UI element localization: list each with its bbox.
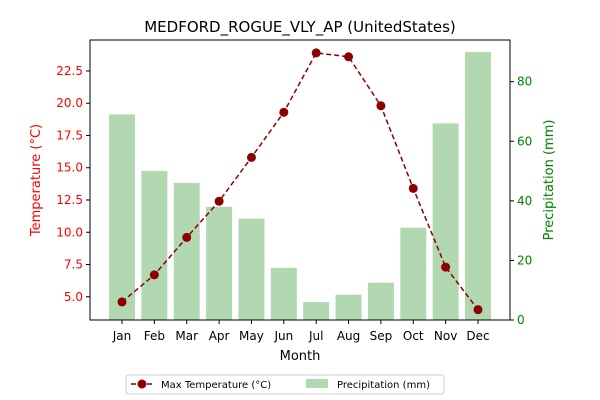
precipitation-bar [303,302,330,320]
precipitation-bar [141,171,168,320]
x-axis: Jan Feb Mar Apr May Jun Jul Aug Sep Oct Nov Dec [112,320,490,343]
x-axis-tick-label: Apr [209,329,230,343]
right-axis-tick-label: 40 [517,194,532,208]
temperature-line-path [121,52,479,311]
temperature-point [117,297,127,307]
temperature-point [279,107,289,117]
precipitation-bar [173,182,200,320]
x-axis-tick-label: May [239,329,264,343]
temperature-point [311,48,321,58]
x-axis-label: Month [280,349,321,364]
temperature-point [246,152,256,162]
temperature-line [117,48,483,315]
x-axis-tick-label: Jul [308,329,323,343]
plot-frame [89,39,511,321]
legend-line-marker [137,379,147,389]
left-axis-tick-label: 10.0 [56,225,83,239]
precipitation-bar [400,227,427,320]
x-axis-tick-label: Mar [175,329,198,343]
precipitation-bar [270,267,297,320]
right-axis-tick-label: 0 [517,313,525,327]
x-axis-tick-label: Feb [144,329,165,343]
precipitation-bars [109,51,491,321]
temperature-point [376,101,386,111]
temperature-point [182,232,192,242]
precipitation-bar [335,294,362,320]
precipitation-bar [206,206,233,320]
legend-bar-swatch [306,379,328,388]
temperature-point [214,196,224,206]
x-axis-tick-label: Jun [273,329,293,343]
left-axis-tick-label: 5.0 [64,290,83,304]
x-axis-tick-label: Aug [337,329,360,343]
x-axis-tick-label: Dec [466,329,489,343]
legend: Max Temperature (°C) Precipitation (mm) [125,374,445,395]
temperature-point [344,52,354,62]
temperature-point [408,183,418,193]
x-axis-tick-label: Nov [434,329,457,343]
legend-frame [125,374,445,395]
legend-label-temperature: Max Temperature (°C) [161,380,271,391]
right-axis-tick-label: 20 [517,253,532,267]
temperature-point [473,305,483,315]
left-axis-tick-label: 17.5 [56,128,83,142]
left-axis-tick-label: 12.5 [56,193,83,207]
chart-title: MEDFORD_ROGUE_VLY_AP (UnitedStates) [144,18,456,37]
precipitation-bar [109,114,135,321]
left-axis: 5.0 7.5 10.0 12.5 15.0 17.5 20.0 22.5 [56,64,90,304]
precipitation-bar [238,218,265,320]
right-axis-label: Precipitation (mm) [542,120,557,241]
legend-label-precipitation: Precipitation (mm) [337,380,430,391]
x-axis-tick-label: Sep [370,329,393,343]
left-axis-tick-label: 20.0 [56,96,83,110]
right-axis-tick-label: 80 [517,75,532,89]
precipitation-bar [432,123,459,320]
temperature-point [441,262,451,272]
left-axis-label: Temperature (°C) [29,124,44,237]
temperature-point [149,270,159,280]
right-axis-tick-label: 60 [517,134,532,148]
x-axis-tick-label: Jan [112,329,132,343]
left-axis-tick-label: 15.0 [56,161,83,175]
precipitation-bar [465,51,491,321]
x-axis-tick-label: Oct [403,329,424,343]
left-axis-tick-label: 7.5 [64,258,83,272]
right-axis: 0 20 40 60 80 [510,75,532,327]
precipitation-bar [367,282,394,320]
left-axis-tick-label: 22.5 [56,64,83,78]
